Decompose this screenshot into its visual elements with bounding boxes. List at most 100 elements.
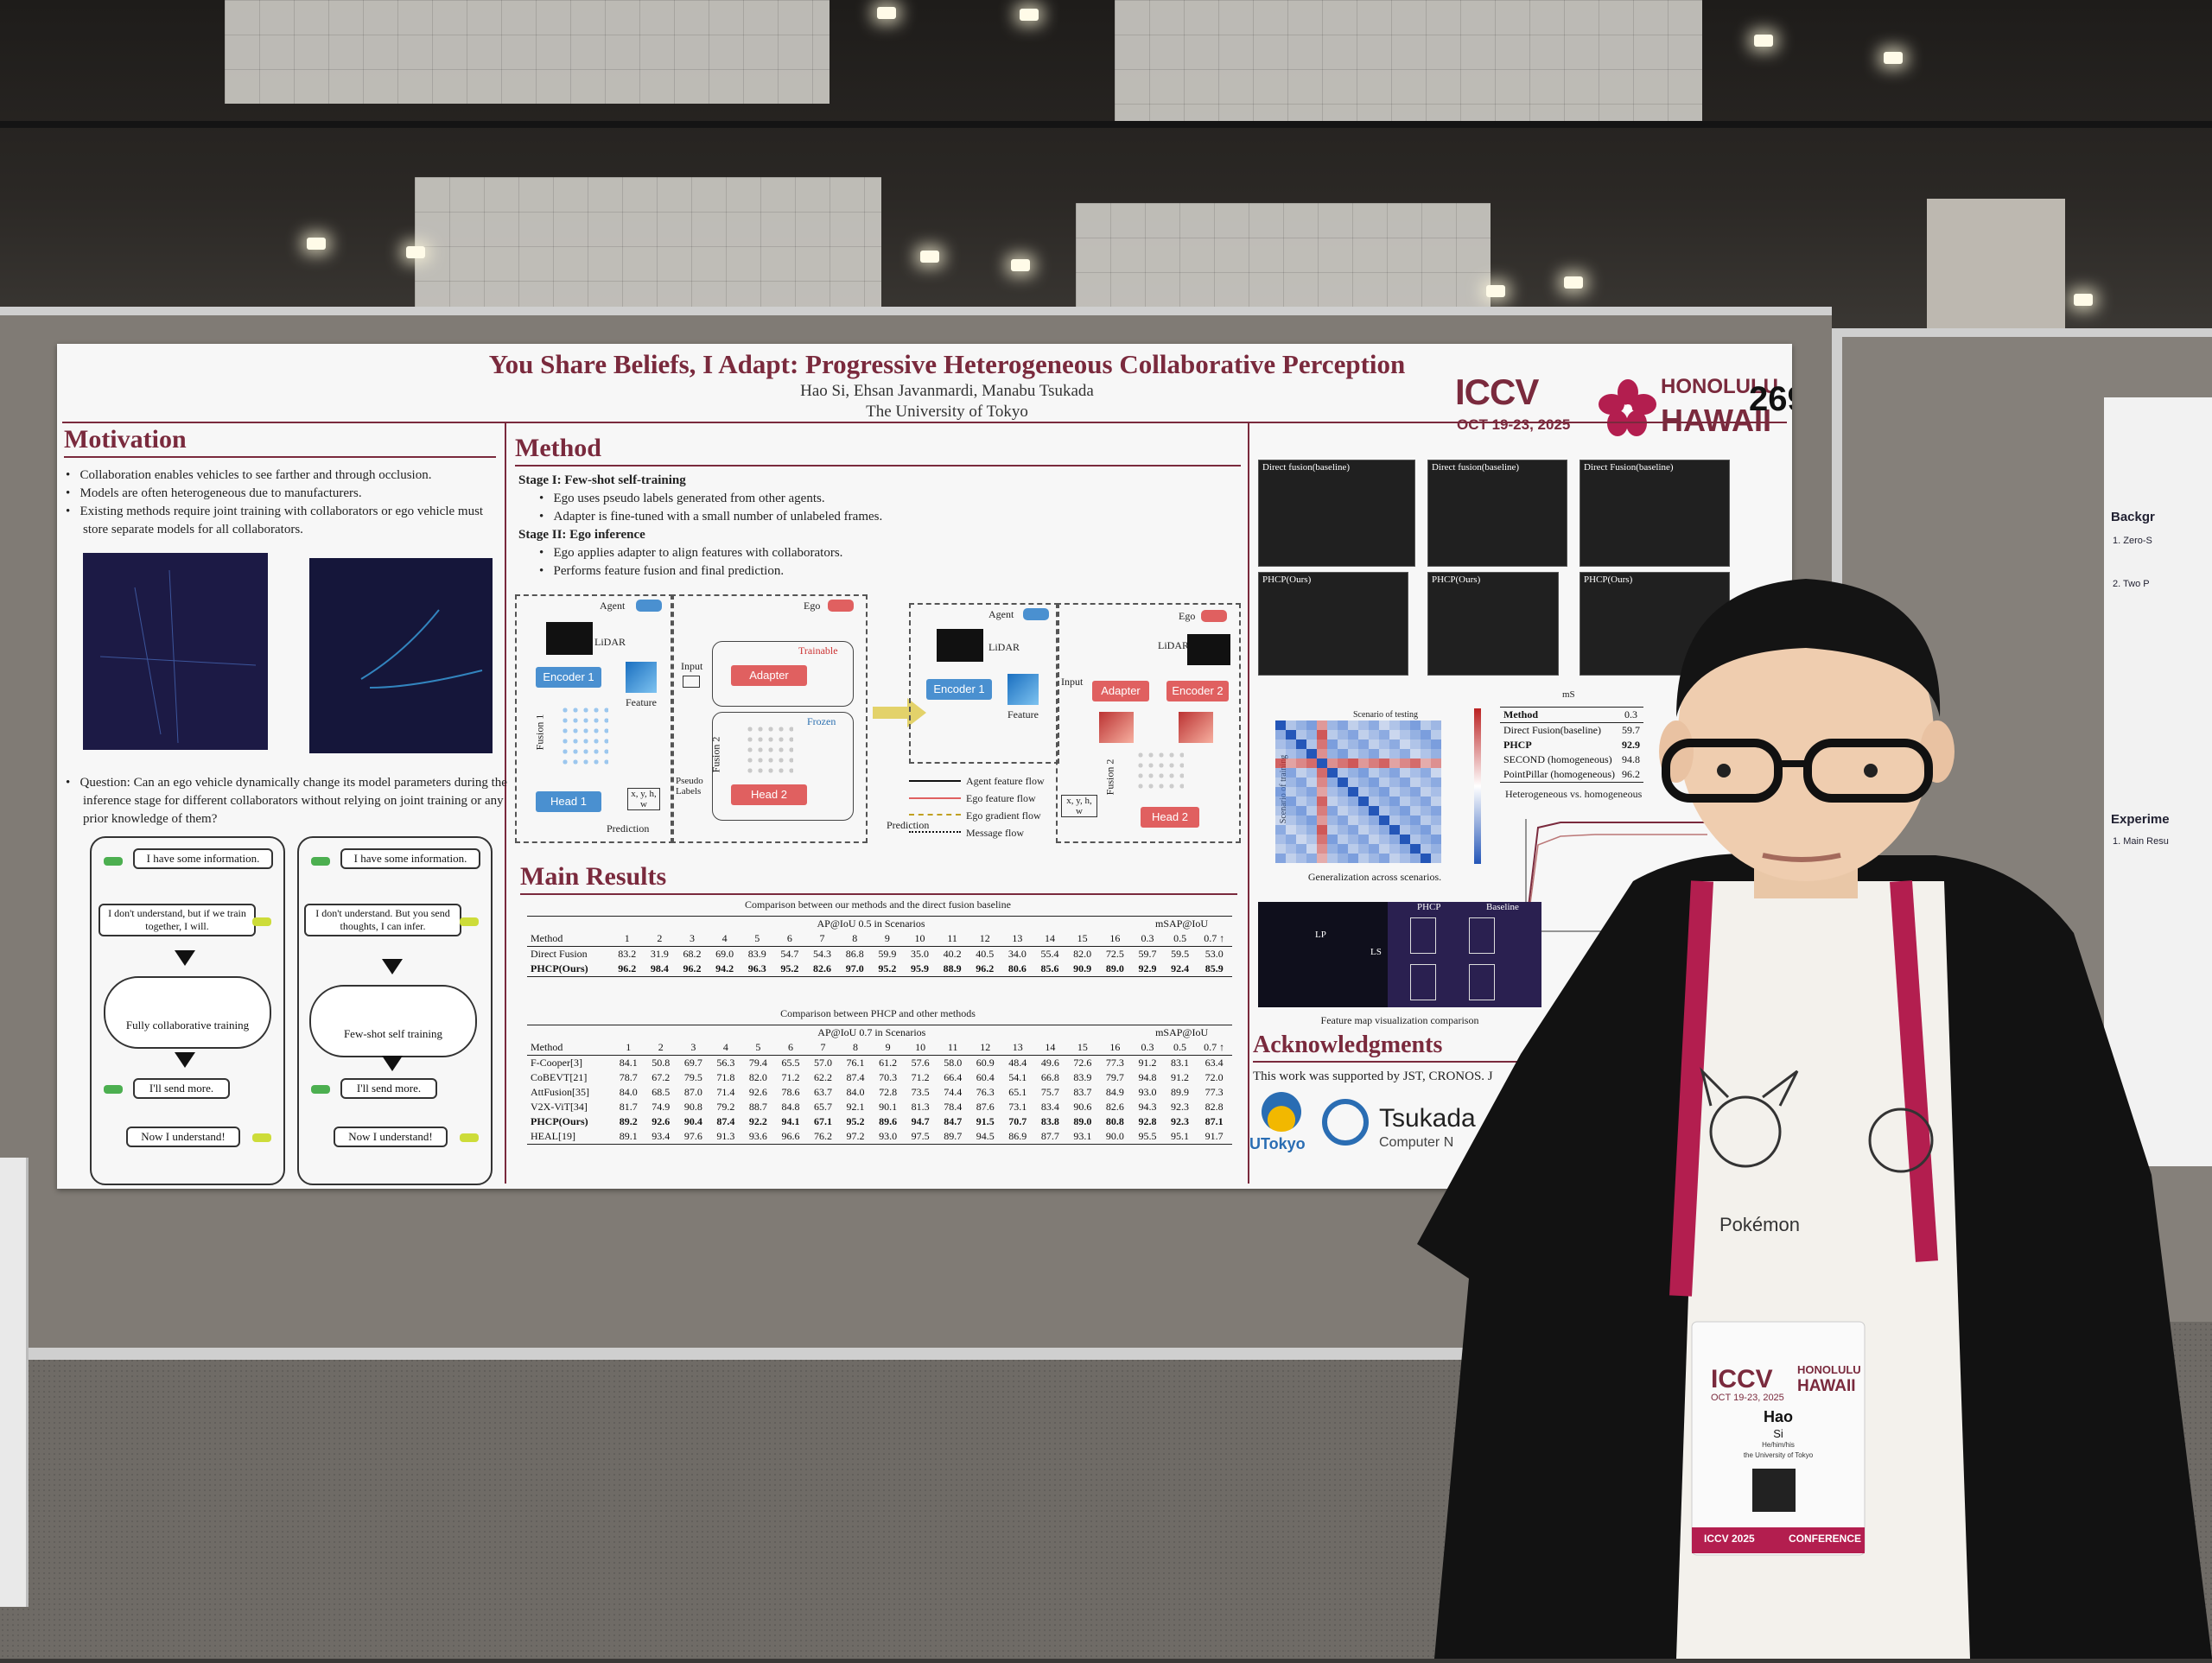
ceiling-light bbox=[1011, 259, 1030, 271]
tsukada-lab-subtitle: Computer N bbox=[1379, 1135, 1454, 1150]
heatmap-cell bbox=[1327, 797, 1338, 806]
table-cell: 70.7 bbox=[1008, 1115, 1027, 1127]
heatmap-cell bbox=[1369, 730, 1379, 739]
heatmap-cell bbox=[1379, 739, 1389, 749]
table-row: CoBEVT[21] 78.7 67.2 79.5 71.8 82.0 71.2 62.2 87… bbox=[527, 1070, 1232, 1085]
bullet-item: • Ego uses pseudo labels generated from … bbox=[539, 492, 825, 505]
heatmap-cell bbox=[1275, 787, 1286, 797]
heatmap-cell bbox=[1306, 787, 1317, 797]
highlight-box bbox=[1469, 917, 1495, 954]
table-cell: 96.3 bbox=[741, 962, 774, 977]
heatmap-cell bbox=[1286, 730, 1296, 739]
table-cell: 82.8 bbox=[1205, 1101, 1224, 1113]
frozen-box bbox=[712, 712, 854, 821]
heatmap-cell bbox=[1421, 720, 1431, 730]
heatmap-cell bbox=[1348, 749, 1358, 759]
shirt-graphic bbox=[1700, 1067, 1934, 1173]
heatmap-cell bbox=[1275, 730, 1286, 739]
heatmap-cell bbox=[1389, 778, 1400, 787]
input-label: Input bbox=[1061, 676, 1084, 688]
heatmap-cell bbox=[1358, 797, 1369, 806]
legend-item: Message flow bbox=[909, 824, 1054, 841]
ceiling-panel bbox=[225, 0, 830, 104]
heatmap-cell bbox=[1400, 739, 1410, 749]
heatmap-cell bbox=[1338, 787, 1348, 797]
table-cell: 92.3 bbox=[1171, 1115, 1190, 1127]
heatmap-cell bbox=[1369, 778, 1379, 787]
heatmap-cell bbox=[1327, 778, 1338, 787]
comic-panel-few-shot: I have some information. I don't underst… bbox=[297, 836, 493, 1185]
table-cell: 73.5 bbox=[911, 1086, 930, 1098]
agent-inference-box: Agent LiDAR Encoder 1 Feature bbox=[909, 603, 1059, 764]
trainable-label: Trainable bbox=[798, 644, 838, 657]
ceiling-light bbox=[1486, 285, 1505, 297]
heatmap-cell bbox=[1400, 816, 1410, 825]
ceiling-light bbox=[1884, 52, 1903, 64]
heatmap-cell bbox=[1379, 835, 1389, 844]
table-cell: V2X-ViT[34] bbox=[531, 1101, 588, 1113]
acknowledgments-heading: Acknowledgments bbox=[1253, 1031, 1443, 1058]
concrete-pillar bbox=[1927, 199, 2065, 346]
car-icon bbox=[311, 1085, 330, 1094]
feature-label-lp: LP bbox=[1315, 930, 1326, 940]
heatmap-cell bbox=[1431, 749, 1441, 759]
lidar-thumbnail bbox=[937, 629, 983, 662]
table-cell: 85.9 bbox=[1196, 962, 1232, 977]
heatmap-cell bbox=[1286, 778, 1296, 787]
table-row: SECOND (homogeneous) 94.8 bbox=[1500, 752, 1643, 767]
arrow-down-icon bbox=[382, 959, 403, 974]
table-row: PHCP(Ours) 89.2 92.6 90.4 87.4 92.2 94.1 67.1 95… bbox=[527, 1114, 1232, 1129]
heatmap-cell bbox=[1306, 759, 1317, 768]
heatmap-cell bbox=[1358, 816, 1369, 825]
table-cell: 82.0 bbox=[748, 1071, 767, 1083]
motivation-bullets: • Collaboration enables vehicles to see … bbox=[66, 467, 498, 539]
thought-cloud: Fully collaborative training bbox=[104, 976, 271, 1049]
heatmap-cell bbox=[1389, 806, 1400, 816]
heatmap-cell bbox=[1338, 759, 1348, 768]
table-cell: 80.8 bbox=[1105, 1115, 1124, 1127]
heatmap-cell bbox=[1317, 720, 1327, 730]
table-cell: 78.6 bbox=[781, 1086, 800, 1098]
lidar-label: LiDAR bbox=[594, 636, 626, 648]
table-cell: F-Cooper[3] bbox=[531, 1057, 582, 1069]
sponsor-logos: UTokyo Tsukada Computer N bbox=[1249, 1092, 1785, 1178]
utokyo-logo-icon bbox=[1262, 1092, 1301, 1132]
car-icon bbox=[636, 600, 662, 612]
heatmap-cell bbox=[1275, 768, 1286, 778]
heatmap-cell bbox=[1431, 844, 1441, 854]
heatmap-cell bbox=[1431, 730, 1441, 739]
table-cell: 40.2 bbox=[943, 948, 962, 960]
badge-footer-band bbox=[1692, 1527, 1865, 1553]
heatmap-cell bbox=[1317, 787, 1327, 797]
heatmap-cell bbox=[1400, 720, 1410, 730]
table-cell: 53.0 bbox=[1205, 948, 1224, 960]
table-cell: 72.5 bbox=[1105, 948, 1124, 960]
table-cell: 59.7 bbox=[1138, 948, 1157, 960]
head2-block: Head 2 bbox=[1141, 807, 1199, 828]
heatmap-cell bbox=[1431, 739, 1441, 749]
table-cell: 71.4 bbox=[716, 1086, 735, 1098]
table-cell: 91.2 bbox=[1138, 1057, 1157, 1069]
table-cell: 95.5 bbox=[1131, 1129, 1164, 1145]
heatmap-cell bbox=[1379, 768, 1389, 778]
table-cell: 54.3 bbox=[813, 948, 832, 960]
table-cell: HEAL[19] bbox=[527, 1129, 613, 1145]
feature-map-thumb bbox=[1099, 712, 1134, 743]
table-cell: 57.6 bbox=[911, 1057, 930, 1069]
table-header-row: Method 1 2 3 4 5 6 7 8 9 10 11 12 13 14 15 16 0.3 0.5 0.7 ↑ bbox=[527, 1040, 1232, 1056]
heatmap-cell bbox=[1358, 825, 1369, 835]
table-cell: 91.5 bbox=[976, 1115, 995, 1127]
heatmap-cell bbox=[1410, 759, 1421, 768]
table-cell: 49.6 bbox=[1040, 1057, 1059, 1069]
heatmap-cell bbox=[1379, 730, 1389, 739]
badge-footer-left: ICCV 2025 bbox=[1704, 1533, 1755, 1545]
heatmap-cell bbox=[1286, 825, 1296, 835]
table-group-header: mSAP@IoU bbox=[1131, 1025, 1232, 1040]
table-cell: 65.1 bbox=[1008, 1086, 1027, 1098]
board-number: 269 bbox=[1749, 380, 1792, 418]
heatmap-cell bbox=[1358, 749, 1369, 759]
heatmap-cell bbox=[1275, 759, 1286, 768]
arrow-down-icon bbox=[175, 950, 195, 966]
ceiling-beam bbox=[0, 121, 2212, 128]
lidar-label: LiDAR bbox=[988, 641, 1020, 653]
